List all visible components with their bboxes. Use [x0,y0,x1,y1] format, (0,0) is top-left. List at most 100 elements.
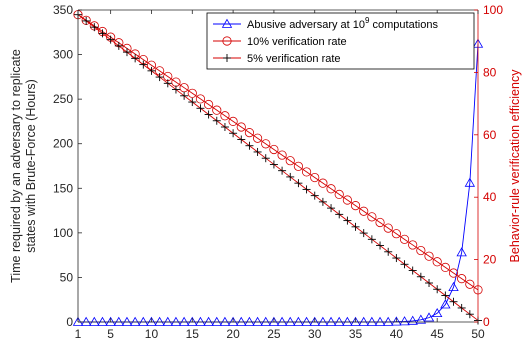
series-3-point-47 [449,297,458,306]
y-tick-label-150: 150 [53,181,73,195]
legend-series-1-marker [221,18,233,28]
series-3-point-33 [335,210,344,219]
series-1-point-40 [391,316,402,326]
series-2-point-21 [236,122,246,132]
y-axis-title-line-1: Time required by an adversary to replica… [9,49,23,283]
series-1-point-17 [203,316,214,326]
series-2-point-22 [244,128,255,138]
x-tick-label-30: 30 [308,327,322,341]
x-tick-label-25: 25 [267,327,281,341]
series-3-point-21 [237,135,246,144]
series-1-point-15 [187,316,198,326]
legend-series-1-label: Abusive adversary at 109 computations [247,16,438,31]
series-1-point-3 [89,316,100,326]
series-3-point-7 [122,48,131,57]
x-tick-label-50: 50 [471,327,485,341]
series-2-point-23 [252,133,263,143]
x-tick-label-10: 10 [145,327,159,341]
series-1-point-42 [407,315,418,325]
plot-area [72,10,484,326]
series-3-point-4 [98,29,107,38]
series-1-point-9 [138,316,149,326]
series-3-point-22 [245,141,254,150]
series-3-point-23 [253,147,262,156]
series-3-point-38 [376,241,385,250]
legend-series-2-marker [222,36,232,46]
series-2-point-48 [457,274,467,284]
legend: Abusive adversary at 109 computations 10%… [206,12,475,70]
series-1-point-8 [129,316,141,326]
series-1-point-27 [285,316,296,326]
series-3-point-16 [196,104,205,113]
series-3-point-12 [163,79,172,88]
series-2-point-42 [408,240,418,250]
series-1-point-39 [383,316,394,326]
series-1-point-41 [399,316,410,326]
series-1-point-38 [374,316,386,326]
series-1-point-10 [146,316,157,326]
series-3-point-6 [114,41,123,50]
x-tick-label-15: 15 [186,327,200,341]
series-1-point-43 [415,314,427,324]
series-1-point-14 [178,316,190,326]
series-2-point-30 [310,172,320,183]
y-tick-label-100: 100 [53,226,73,240]
series-1-point-22 [244,316,255,326]
series-1-point-6 [113,316,125,326]
x-tick-label-5: 5 [107,327,114,341]
x-tick-label-40: 40 [390,327,404,341]
series-2-point-28 [293,161,304,171]
series-3-point-26 [278,166,287,175]
series-2-line [77,14,479,291]
series-2-point-19 [220,111,230,121]
series-3-point-25 [269,160,278,169]
series-1-point-48 [456,247,467,257]
series-3-point-19 [220,123,229,131]
series-1-point-18 [211,316,222,326]
series-3-point-20 [229,129,238,138]
series-1-point-29 [301,316,312,326]
series-1-point-30 [309,316,320,326]
series-2-point-18 [212,105,222,115]
series-2-point-16 [195,94,206,104]
series-3-point-46 [441,291,450,300]
series-1-point-11 [154,316,165,326]
series-3-point-30 [310,191,319,200]
y2-tick-label-80: 80 [483,65,497,79]
series-3-point-28 [294,179,303,188]
y2-tick-label-20: 20 [483,253,497,267]
series-3-point-18 [212,116,221,125]
series-1-point-24 [260,316,271,326]
series-2-point-41 [399,234,410,244]
series-1-point-44 [423,312,435,322]
y-axis-title-line-2: states with Brute-Force (Hours) [24,79,38,253]
series-2-point-45 [432,257,442,267]
legend-box [206,12,475,70]
series-3-point-11 [155,73,164,82]
series-1-point-33 [334,316,345,326]
series-3-point-49 [465,310,474,319]
y-tick-label-300: 300 [53,48,73,62]
series-1-point-45 [431,307,443,318]
x-tick-label-20: 20 [226,327,240,341]
series-2-point-27 [285,156,295,166]
series-2-point-15 [187,88,197,98]
series-3-point-40 [392,254,401,263]
series-1-point-49 [464,177,476,187]
series-3-point-39 [384,247,393,256]
series-2-point-37 [367,212,377,222]
series-1-point-34 [342,316,353,326]
series-2-point-26 [277,150,287,160]
series-2-point-46 [440,262,450,272]
legend-series-3-label: 5% verification rate [247,53,341,65]
series-1-point-2 [80,316,92,326]
series-3-point-24 [261,154,270,163]
y-tick-label-350: 350 [53,3,73,17]
series-2-point-36 [359,206,369,216]
series-2-point-43 [416,245,426,256]
series-1-point-26 [276,316,288,326]
series-2-point-38 [375,217,385,228]
series-3-point-35 [351,222,360,231]
series-3-point-29 [302,185,311,194]
